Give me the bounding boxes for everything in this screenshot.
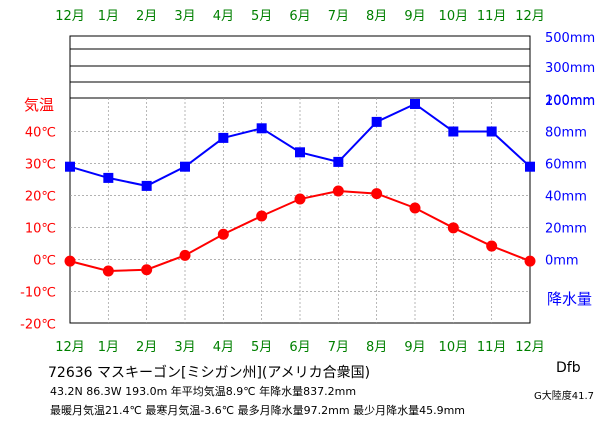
temperature-point — [141, 264, 153, 276]
station-title: 72636 マスキーゴン[ミシガン州](アメリカ合衆国) — [48, 365, 371, 381]
temperature-point — [371, 188, 383, 200]
temperature-point — [217, 228, 229, 240]
precipitation-point — [448, 126, 459, 137]
precipitation-point — [103, 172, 114, 183]
left-tick-label: -10℃ — [20, 286, 56, 301]
left-tick-label: 0℃ — [33, 254, 56, 269]
left-tick-label: 20℃ — [25, 190, 56, 205]
month-label: 9月 — [404, 9, 425, 24]
right-tick-label: 0mm — [545, 254, 579, 269]
month-label: 1月 — [98, 340, 119, 355]
precipitation-point — [218, 132, 229, 143]
month-label: 11月 — [477, 9, 507, 24]
precipitation-point — [180, 161, 190, 172]
left-tick-label: 10℃ — [25, 222, 56, 237]
month-label: 9月 — [404, 340, 425, 355]
station-extremes: 最暖月気温21.4℃ 最寒月気温-3.6℃ 最多月降水量97.2mm 最少月降水… — [50, 404, 465, 417]
temperature-point — [64, 255, 76, 267]
left-tick-label: -20℃ — [20, 318, 56, 333]
month-label: 11月 — [477, 340, 507, 355]
right-tick-label: 200mm — [545, 94, 595, 109]
station-coordinates: 43.2N 86.3W 193.0m 年平均気温8.9℃ 年降水量837.2mm — [50, 385, 357, 398]
precipitation-point — [371, 116, 382, 127]
month-label: 5月 — [251, 340, 272, 355]
right-tick-label: 40mm — [545, 190, 587, 205]
precipitation-point — [525, 161, 535, 172]
left-axis-title: 気温 — [24, 96, 54, 114]
top-month-labels: 12月 1月 2月 3月 4月 5月 6月 7月 8月 9月 10月 11月 12月 — [55, 9, 545, 24]
climate-code: Dfb — [556, 360, 581, 376]
gridlines — [69, 35, 531, 324]
month-label: 8月 — [366, 9, 387, 24]
precipitation-point — [65, 161, 75, 172]
month-label: 10月 — [439, 9, 469, 24]
month-label: 8月 — [366, 340, 387, 355]
temperature-point — [179, 249, 191, 261]
month-label: 7月 — [328, 9, 349, 24]
left-axis-ticks: 40℃ 30℃ 20℃ 10℃ 0℃ -10℃ -20℃ — [20, 126, 56, 333]
temperature-point — [332, 185, 344, 197]
precipitation-point — [486, 126, 497, 137]
right-tick-label: 500mm — [545, 31, 595, 46]
month-label: 4月 — [213, 340, 234, 355]
right-tick-label: 20mm — [545, 222, 587, 237]
month-label: 7月 — [328, 340, 349, 355]
temperature-point — [102, 265, 114, 277]
month-label: 12月 — [515, 9, 545, 24]
bottom-month-labels: 12月 1月 2月 3月 4月 5月 6月 7月 8月 9月 10月 11月 12月 — [55, 340, 545, 355]
left-tick-label: 40℃ — [25, 126, 56, 141]
precipitation-point — [333, 156, 344, 167]
month-label: 2月 — [136, 340, 157, 355]
month-label: 2月 — [136, 9, 157, 24]
month-label: 6月 — [289, 9, 310, 24]
right-tick-label: 60mm — [545, 158, 587, 173]
left-tick-label: 30℃ — [25, 158, 56, 173]
month-label: 5月 — [251, 9, 272, 24]
month-label: 12月 — [55, 9, 85, 24]
temperature-point — [409, 202, 421, 214]
month-label: 3月 — [174, 340, 195, 355]
month-label: 12月 — [55, 340, 85, 355]
temperature-point — [256, 210, 268, 222]
precipitation-point — [256, 123, 267, 134]
precipitation-line — [69, 102, 531, 187]
temperature-series — [64, 185, 536, 277]
precipitation-point — [295, 147, 305, 158]
precipitation-point — [410, 98, 420, 109]
precipitation-point — [141, 180, 152, 191]
temperature-point — [486, 240, 498, 252]
right-tick-label: 300mm — [545, 61, 595, 76]
month-label: 12月 — [515, 340, 545, 355]
precipitation-series — [65, 98, 535, 191]
right-axis-title: 降水量 — [547, 290, 592, 308]
temperature-point — [524, 255, 536, 267]
month-label: 6月 — [289, 340, 310, 355]
continentality-index: G大陸度41.7 — [534, 391, 595, 402]
month-label: 1月 — [98, 9, 119, 24]
temperature-point — [294, 193, 306, 205]
month-label: 10月 — [439, 340, 469, 355]
temperature-point — [447, 222, 459, 234]
right-tick-label: 80mm — [545, 126, 587, 141]
month-label: 3月 — [174, 9, 195, 24]
right-tick-label: 100mm — [545, 94, 595, 109]
month-label: 4月 — [213, 9, 234, 24]
